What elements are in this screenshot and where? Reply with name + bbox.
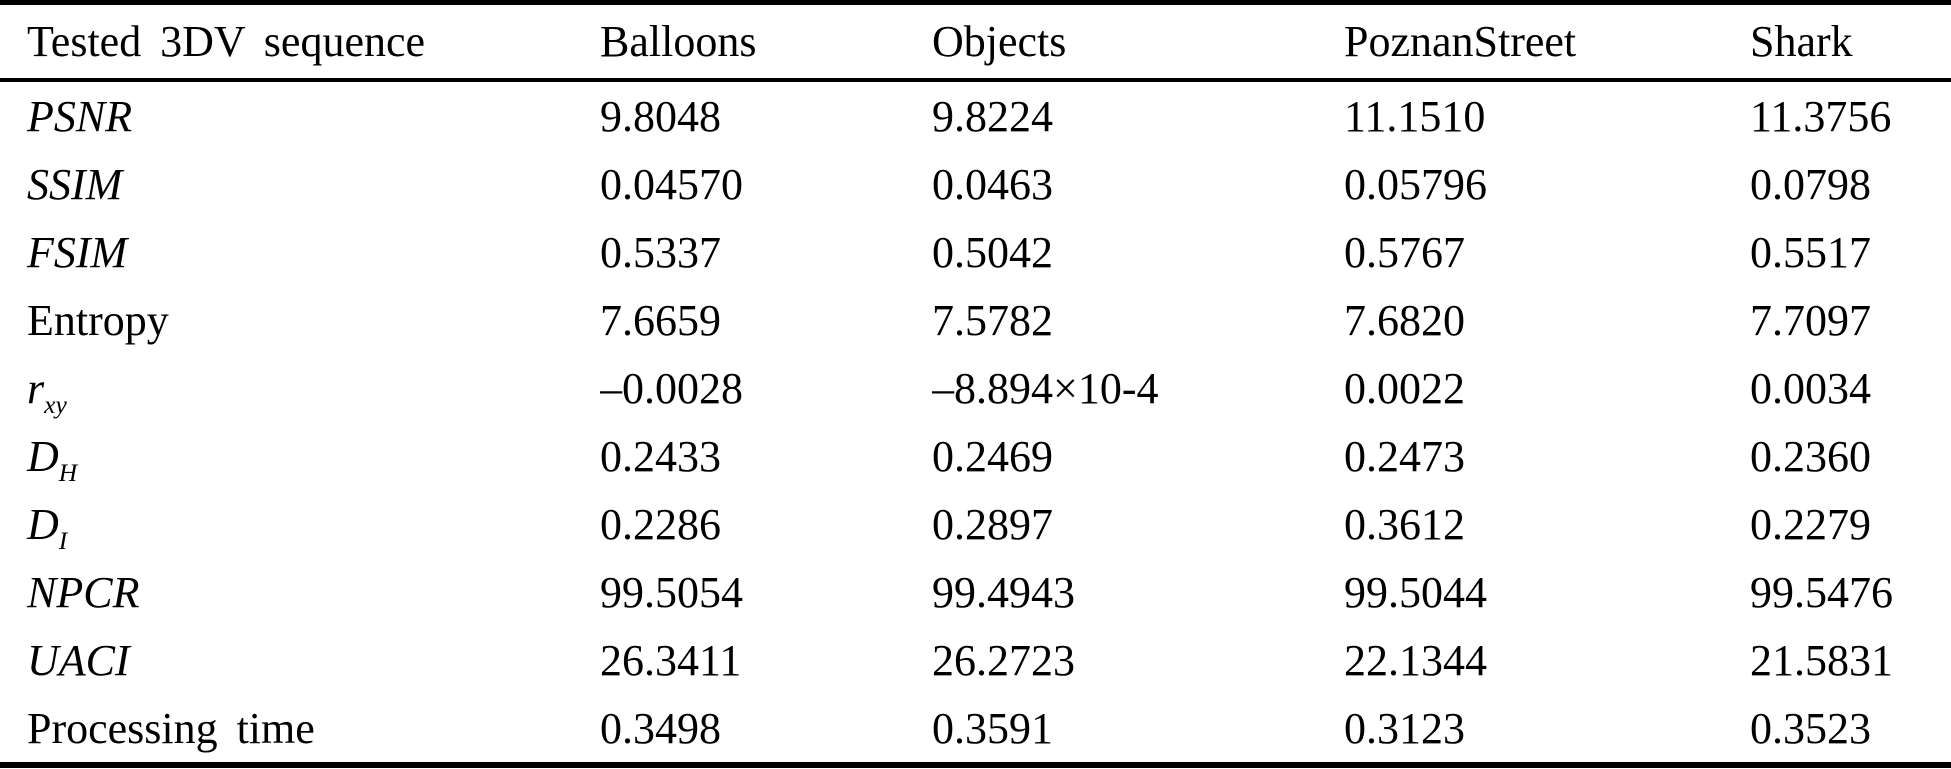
cell-value: 0.3123 — [1344, 703, 1465, 753]
cell-value: 0.2279 — [1750, 499, 1871, 549]
cell-value: 0.2360 — [1750, 431, 1871, 481]
cell-value: 26.2723 — [932, 635, 1075, 685]
cell-value: 9.8224 — [932, 91, 1053, 141]
table-row-dh: DH 0.2433 0.2469 0.2473 0.2360 — [0, 422, 1951, 490]
cell-value: 99.5044 — [1344, 567, 1487, 617]
cell-value: 0.5042 — [932, 227, 1053, 277]
header-balloons: Balloons — [600, 2, 932, 82]
cell-value: 0.5517 — [1750, 227, 1871, 277]
table-row-entropy: Entropy 7.6659 7.5782 7.6820 7.7097 — [0, 286, 1951, 354]
cell-value: 0.2433 — [600, 431, 721, 481]
header-poznanstreet: PoznanStreet — [1344, 2, 1750, 82]
metric-label-npcr: NPCR — [27, 567, 140, 617]
metric-label-processing-time: Processing time — [27, 703, 315, 753]
cell-value: 7.6820 — [1344, 295, 1465, 345]
cell-value: 11.3756 — [1750, 91, 1892, 141]
table-row-fsim: FSIM 0.5337 0.5042 0.5767 0.5517 — [0, 218, 1951, 286]
cell-value: –8.894×10-4 — [932, 363, 1159, 413]
cell-value: 0.2897 — [932, 499, 1053, 549]
cell-value: 26.3411 — [600, 635, 742, 685]
cell-value: 0.3523 — [1750, 703, 1871, 753]
header-tested-3dv-sequence: Tested 3DV sequence — [0, 2, 600, 82]
cell-value: 0.3498 — [600, 703, 721, 753]
table-row-rxy: rxy –0.0028 –8.894×10-4 0.0022 0.0034 — [0, 354, 1951, 422]
cell-value: 99.4943 — [932, 567, 1075, 617]
header-objects: Objects — [932, 2, 1344, 82]
metric-label-uaci: UACI — [27, 635, 130, 685]
cell-value: 0.2473 — [1344, 431, 1465, 481]
table-row-di: DI 0.2286 0.2897 0.3612 0.2279 — [0, 490, 1951, 558]
metric-label-ssim: SSIM — [27, 159, 123, 209]
metric-label-di: DI — [27, 499, 68, 555]
metric-label-dh: DH — [27, 431, 78, 487]
cell-value: –0.0028 — [600, 363, 743, 413]
cell-value: 0.04570 — [600, 159, 743, 209]
metric-label-rxy: rxy — [27, 363, 67, 419]
cell-value: 0.5337 — [600, 227, 721, 277]
cell-value: 0.3612 — [1344, 499, 1465, 549]
cell-value: 0.0463 — [932, 159, 1053, 209]
table-row-processing-time: Processing time 0.3498 0.3591 0.3123 0.3… — [0, 694, 1951, 765]
cell-value: 99.5476 — [1750, 567, 1893, 617]
metric-label-fsim: FSIM — [27, 227, 128, 277]
cell-value: 0.2286 — [600, 499, 721, 549]
cell-value: 9.8048 — [600, 91, 721, 141]
cell-value: 0.0034 — [1750, 363, 1871, 413]
cell-value: 22.1344 — [1344, 635, 1487, 685]
cell-value: 0.0798 — [1750, 159, 1871, 209]
cell-value: 0.0022 — [1344, 363, 1465, 413]
cell-value: 21.5831 — [1750, 635, 1893, 685]
header-shark: Shark — [1750, 2, 1951, 82]
cell-value: 7.7097 — [1750, 295, 1871, 345]
cell-value: 7.6659 — [600, 295, 721, 345]
cell-value: 0.3591 — [932, 703, 1053, 753]
table-row-uaci: UACI 26.3411 26.2723 22.1344 21.5831 — [0, 626, 1951, 694]
cell-value: 7.5782 — [932, 295, 1053, 345]
table-row-npcr: NPCR 99.5054 99.4943 99.5044 99.5476 — [0, 558, 1951, 626]
cell-value: 99.5054 — [600, 567, 743, 617]
metric-label-psnr: PSNR — [27, 91, 133, 141]
metric-label-entropy: Entropy — [27, 295, 169, 345]
cell-value: 0.2469 — [932, 431, 1053, 481]
cell-value: 0.5767 — [1344, 227, 1465, 277]
header-row: Tested 3DV sequence Balloons Objects Poz… — [0, 2, 1951, 82]
cell-value: 11.1510 — [1344, 91, 1486, 141]
cell-value: 0.05796 — [1344, 159, 1487, 209]
table-row-ssim: SSIM 0.04570 0.0463 0.05796 0.0798 — [0, 150, 1951, 218]
table-row-psnr: PSNR 9.8048 9.8224 11.1510 11.3756 — [0, 80, 1951, 150]
